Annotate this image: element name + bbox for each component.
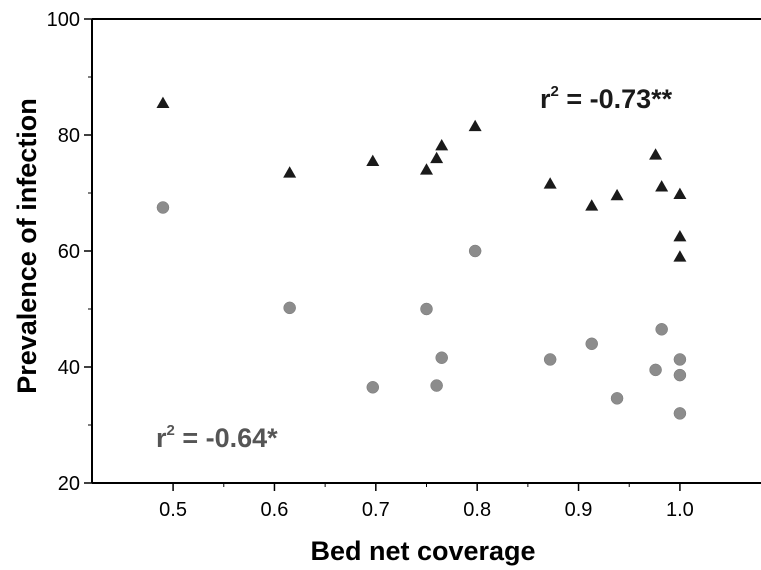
triangle-point	[468, 119, 482, 132]
triangle-point	[673, 187, 687, 200]
triangle-point	[673, 230, 687, 242]
triangle-point	[543, 177, 557, 189]
x-tick-label: 0.6	[261, 499, 289, 521]
x-tick-label: 0.7	[362, 499, 390, 521]
triangle-point	[430, 151, 444, 164]
triangle-series-correlation-annotation: r2 = -0.73**	[540, 83, 673, 114]
triangle-point	[655, 180, 669, 192]
x-axis-ticks: 0.5 0.6 0.7 0.8 0.9 1.0	[159, 483, 694, 521]
triangle-point	[649, 148, 663, 160]
circle-point	[655, 323, 668, 336]
circle-point	[673, 353, 687, 366]
circle-point	[283, 301, 296, 315]
triangle-point	[283, 166, 297, 178]
y-axis-ticks: 20 40 60 80 100	[47, 9, 92, 495]
circle-point	[610, 392, 624, 405]
circle-point	[585, 337, 598, 351]
y-tick-label: 80	[58, 125, 80, 147]
x-axis-label: Bed net coverage	[310, 536, 535, 566]
circle-point	[430, 379, 443, 392]
triangle-point	[366, 154, 380, 166]
circle-point	[435, 351, 448, 364]
y-tick-label: 40	[58, 357, 80, 379]
x-tick-label: 0.5	[159, 499, 187, 521]
y-tick-label: 20	[58, 473, 80, 495]
y-tick-label: 100	[47, 9, 80, 31]
triangle-point	[435, 138, 449, 151]
x-tick-label: 0.9	[565, 499, 593, 521]
circle-series-correlation-annotation: r2 = -0.64*	[156, 422, 278, 453]
x-tick-label: 1.0	[666, 499, 694, 521]
circle-point	[649, 363, 662, 377]
circle-point	[673, 407, 687, 420]
circle-point	[420, 302, 433, 316]
circle-point	[366, 381, 380, 394]
triangle-point	[673, 250, 687, 262]
triangle-point	[156, 96, 170, 108]
data-markers	[156, 96, 687, 420]
circle-point	[673, 368, 687, 382]
circle-point	[156, 201, 170, 214]
circle-point	[543, 353, 557, 366]
x-tick-label: 0.8	[463, 499, 491, 521]
triangle-point	[610, 188, 624, 201]
y-axis-label: Prevalence of infection	[12, 98, 42, 394]
triangle-point	[585, 199, 599, 211]
triangle-point	[420, 163, 433, 175]
y-tick-label: 60	[58, 241, 80, 263]
circle-point	[468, 244, 482, 258]
